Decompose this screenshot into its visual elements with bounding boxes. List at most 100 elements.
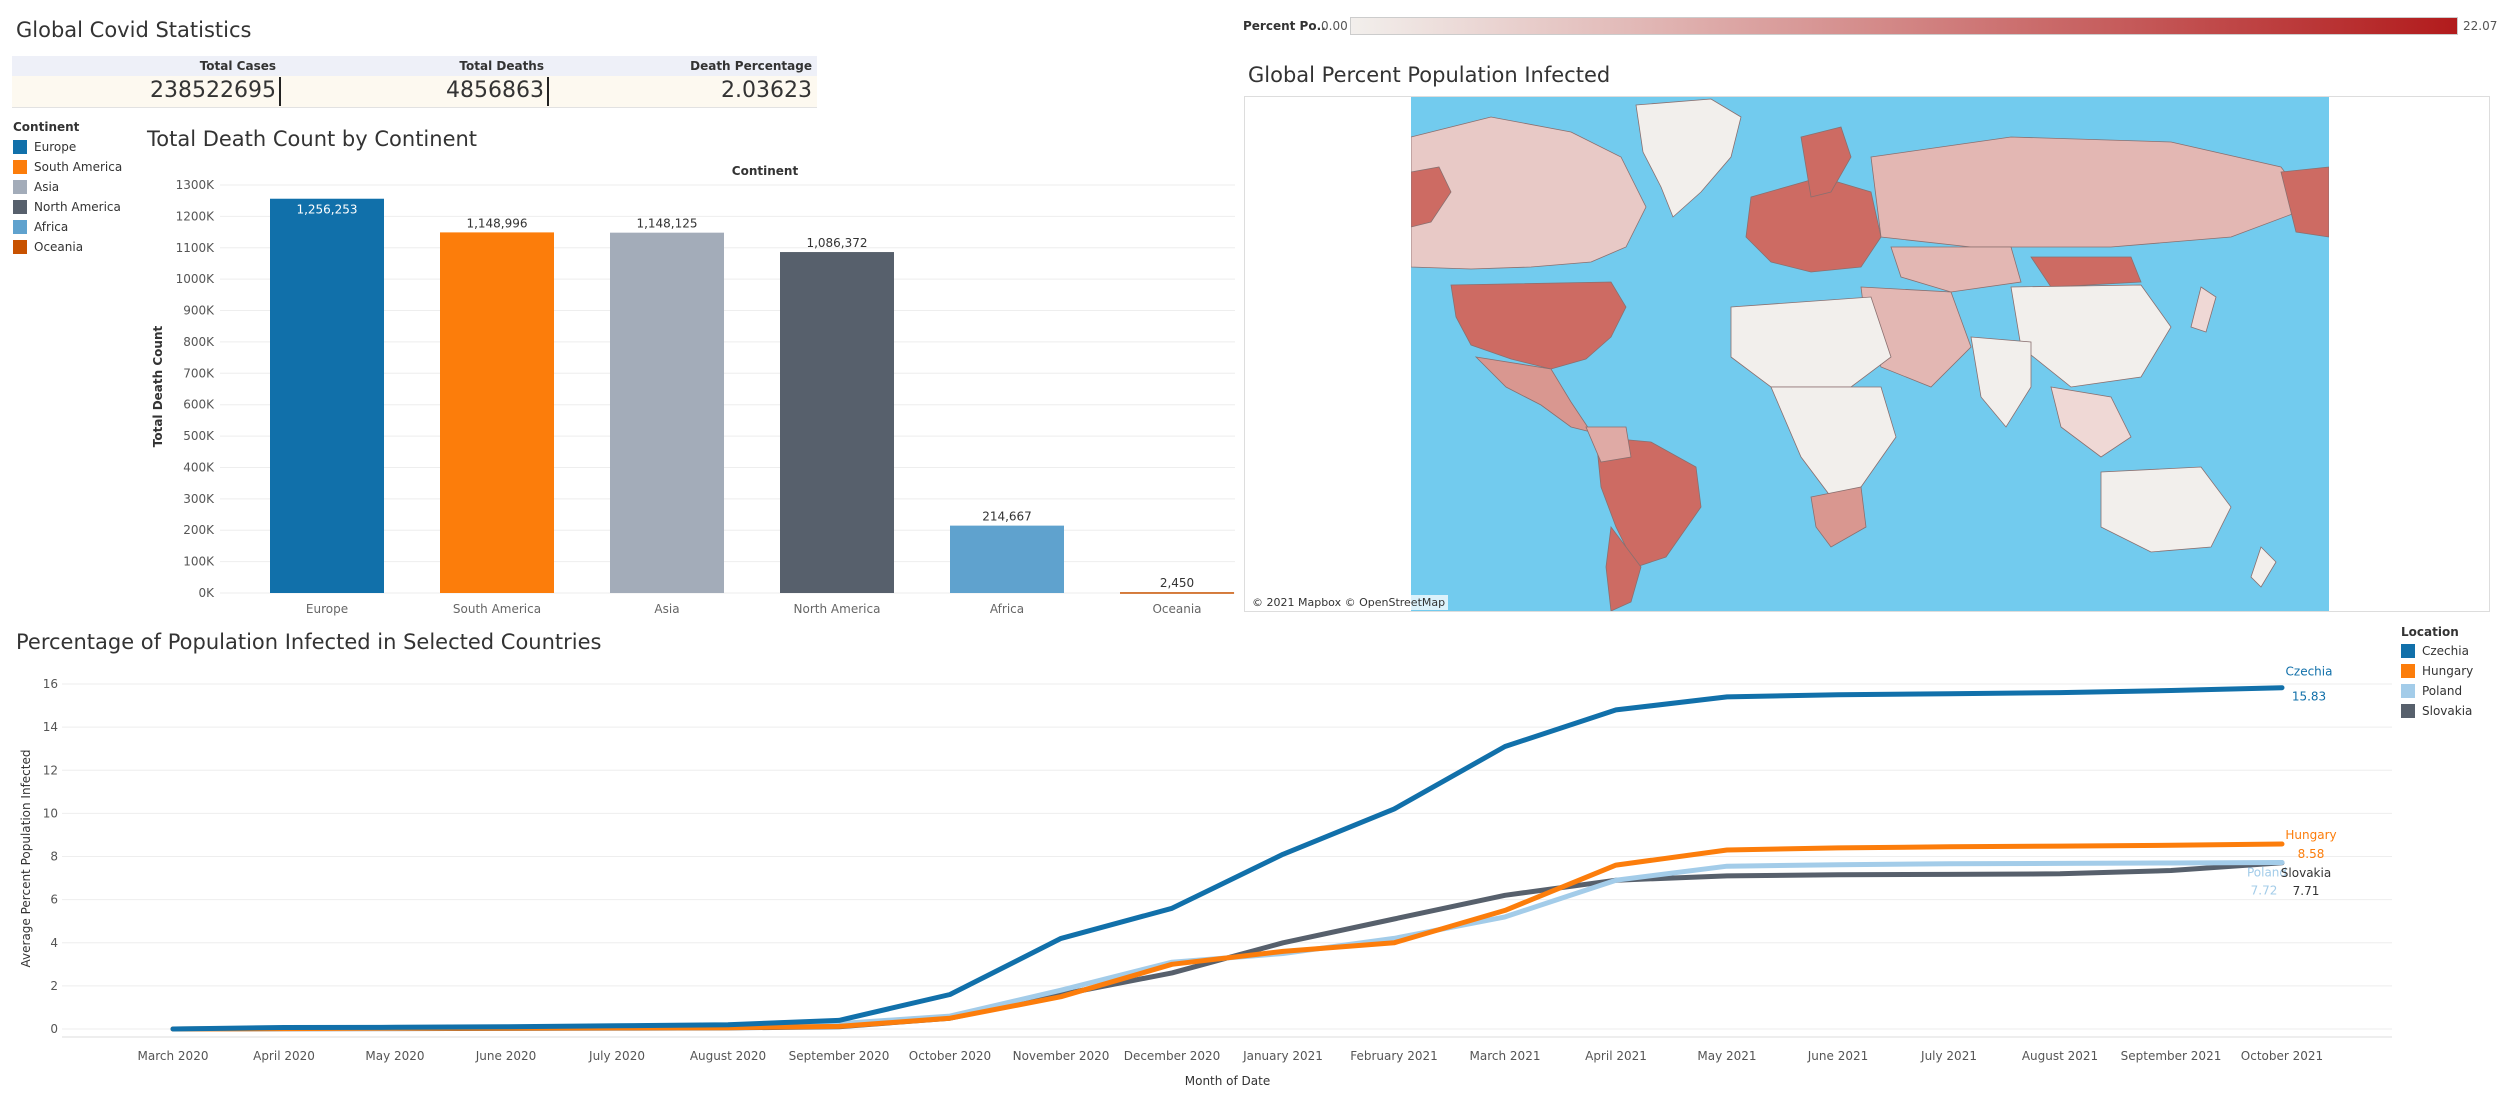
y-tick-label: 300K [183,492,215,506]
series-name-label: Slovakia [2281,866,2331,880]
y-tick-label: 100K [183,555,215,569]
continent-legend-title: Continent [13,120,80,134]
series-line-slovakia [170,860,2285,1032]
map-region-china [2010,284,2172,388]
x-tick-label: South America [453,602,541,616]
map-region-far-east [2280,166,2329,238]
series-name-label: Czechia [2286,665,2333,679]
legend-item-africa[interactable]: Africa [13,217,133,237]
world-map-svg [1411,98,2329,611]
legend-item-north-america[interactable]: North America [13,197,133,217]
stats-divider [547,77,549,106]
series-name-label: Hungary [2285,828,2336,842]
x-tick-label: October 2021 [2241,1049,2323,1063]
legend-swatch [13,220,27,234]
map-region-kazakhstan [1890,246,2022,293]
map-color-legend: Percent Po.. 0.00 22.07 [1243,16,2503,36]
x-tick-label: North America [794,602,881,616]
stats-col-death-percentage: Death Percentage [690,59,812,73]
bar-value-label: 1,148,125 [636,217,697,231]
map-region-africa-central [1770,386,1897,498]
legend-swatch [13,200,27,214]
x-tick-label: April 2020 [253,1049,315,1063]
map-attribution[interactable]: © 2021 Mapbox © OpenStreetMap [1249,595,1449,610]
series-line-hungary [170,841,2285,1032]
x-tick-label: October 2020 [909,1049,991,1063]
series-line-poland [170,860,2285,1032]
map-legend-min: 0.00 [1321,19,1348,33]
stats-total-deaths-value[interactable]: 4856863 [446,78,544,103]
stats-col-total-deaths: Total Deaths [459,59,544,73]
legend-item-poland[interactable]: Poland [2401,681,2501,701]
bar [950,525,1064,593]
y-tick-label: 0K [198,586,215,600]
map-region-africa-north [1730,296,1892,388]
stats-title: Global Covid Statistics [16,18,252,42]
world-map[interactable] [1411,97,2329,611]
x-tick-label: March 2020 [138,1049,209,1063]
y-tick-label: 4 [50,936,58,950]
series-end-value: 7.72 [2251,884,2278,898]
map-region-alaska [1411,166,1452,228]
legend-label: Slovakia [2422,704,2473,718]
legend-item-czechia[interactable]: Czechia [2401,641,2501,661]
bar [1120,592,1234,594]
y-tick-label: 1300K [176,178,216,192]
map-region-usa [1450,281,1627,370]
bar-value-label: 1,256,253 [296,203,357,217]
legend-item-slovakia[interactable]: Slovakia [2401,701,2501,721]
x-tick-label: Asia [654,602,679,616]
location-legend-title: Location [2401,625,2459,639]
x-tick-label: Oceania [1152,602,1201,616]
legend-swatch [2401,664,2415,678]
x-tick-label: Europe [306,602,348,616]
x-tick-label: August 2020 [690,1049,766,1063]
legend-swatch [2401,644,2415,658]
series-name-label: Poland [2247,866,2287,880]
stats-total-cases-value[interactable]: 238522695 [150,78,276,103]
y-axis-label: Average Percent Population Infected [19,750,33,968]
legend-item-europe[interactable]: Europe [13,137,133,157]
x-tick-label: July 2020 [588,1049,645,1063]
bar-chart-header: Continent [732,164,799,178]
legend-label: Czechia [2422,644,2469,658]
y-tick-label: 14 [43,720,58,734]
map-region-south-africa [1810,486,1867,548]
x-tick-label: February 2021 [1350,1049,1438,1063]
y-tick-label: 600K [183,398,215,412]
map-legend-max: 22.07 [2463,19,2498,33]
y-tick-label: 2 [50,979,58,993]
line-chart-title: Percentage of Population Infected in Sel… [16,630,602,654]
map-region-japan [2190,286,2217,333]
stats-header-row [12,56,817,76]
legend-item-hungary[interactable]: Hungary [2401,661,2501,681]
x-tick-label: March 2021 [1470,1049,1541,1063]
map-title: Global Percent Population Infected [1248,63,1611,87]
x-tick-label: June 2021 [1807,1049,1869,1063]
legend-item-south-america[interactable]: South America [13,157,133,177]
map-region-brazil [1595,436,1702,568]
continent-legend: Continent Europe South America Asia Nort… [13,120,133,257]
legend-label: Africa [34,220,69,234]
series-end-value: 7.71 [2293,884,2320,898]
y-tick-label: 200K [183,523,215,537]
stats-death-percentage-value[interactable]: 2.03623 [721,78,812,103]
map-region-europe [1745,176,1882,273]
legend-swatch [13,160,27,174]
x-tick-label: May 2020 [365,1049,424,1063]
x-tick-label: August 2021 [2022,1049,2098,1063]
infection-line-chart: 0 2 4 6 8 10 12 14 16 March 2020 April 2020 May 202… [19,665,2392,1088]
x-tick-label: December 2020 [1124,1049,1221,1063]
legend-label: Poland [2422,684,2463,698]
y-tick-label: 8 [50,850,58,864]
legend-item-asia[interactable]: Asia [13,177,133,197]
legend-item-oceania[interactable]: Oceania [13,237,133,257]
map-region-mexico [1474,356,1592,433]
x-tick-label: September 2020 [789,1049,890,1063]
x-tick-label: June 2020 [475,1049,537,1063]
stats-divider [279,77,281,106]
bar-value-label: 1,086,372 [806,236,867,250]
legend-swatch [13,240,27,254]
x-tick-label: September 2021 [2121,1049,2222,1063]
legend-label: North America [34,200,121,214]
